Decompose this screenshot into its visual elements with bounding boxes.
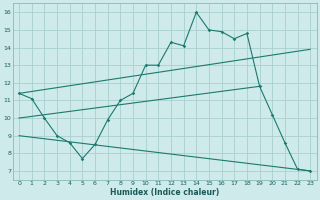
X-axis label: Humidex (Indice chaleur): Humidex (Indice chaleur) xyxy=(110,188,219,197)
